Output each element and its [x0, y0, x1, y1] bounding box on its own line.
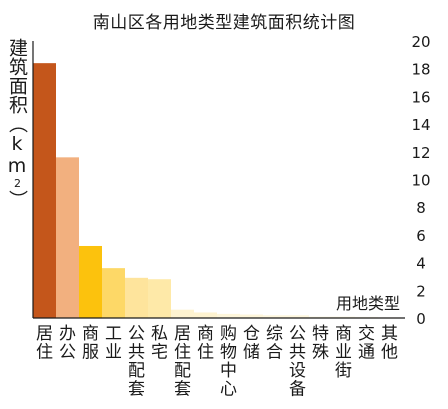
bar-3	[102, 268, 125, 318]
bar-11	[286, 315, 309, 318]
bar-6	[171, 309, 194, 318]
x-tick-label-13: 商业街	[335, 324, 352, 381]
bar-0	[33, 63, 56, 318]
y-tick-label-7: 14	[411, 116, 430, 134]
bar-4	[125, 277, 148, 318]
x-tick-label-0: 居住	[36, 324, 53, 363]
x-tick-label-10: 综合	[266, 324, 283, 363]
x-tick-label-7: 商住	[197, 324, 214, 363]
x-tick-label-1: 办公	[59, 324, 76, 363]
x-tick-label-12: 特殊	[312, 324, 329, 363]
y-axis-label-tail: ）	[6, 190, 28, 209]
bar-2	[79, 245, 102, 318]
x-tick-label-15: 其他	[381, 324, 398, 363]
x-tick-label-9: 仓储	[243, 324, 260, 363]
y-tick-label-5: 10	[411, 172, 430, 190]
x-tick-label-5: 私宅	[151, 324, 168, 363]
y-axis-label: 建筑面积（km2）	[4, 38, 28, 209]
bar-9	[240, 314, 263, 318]
y-tick-label-0: 0	[416, 310, 426, 328]
x-tick-label-11: 公共设备	[289, 324, 306, 400]
y-axis-label-main: 建筑面积（km	[6, 38, 28, 177]
y-tick-label-1: 2	[416, 282, 426, 300]
bar-1	[56, 157, 79, 318]
bar-10	[263, 315, 286, 318]
x-tick-label-3: 工业	[105, 324, 122, 363]
y-tick-label-3: 6	[416, 227, 426, 245]
y-tick-label-8: 16	[411, 88, 430, 106]
x-tick-label-4: 公共配套	[128, 324, 145, 400]
x-tick-label-14: 交通	[358, 324, 375, 363]
bar-5	[148, 279, 171, 318]
y-tick-label-9: 18	[411, 61, 430, 79]
y-tick-label-6: 12	[411, 144, 430, 162]
bar-8	[217, 313, 240, 318]
x-tick-label-8: 购物中心	[220, 324, 237, 400]
bar-13	[332, 316, 355, 318]
x-tick-label-2: 商服	[82, 324, 99, 363]
y-axis-label-sup: 2	[11, 177, 24, 190]
y-tick-label-4: 8	[416, 199, 426, 217]
bar-7	[194, 312, 217, 318]
x-axis-title: 用地类型	[336, 294, 400, 313]
y-tick-label-2: 4	[416, 255, 426, 273]
bar-12	[309, 316, 332, 318]
chart-title: 南山区各用地类型建筑面积统计图	[92, 13, 356, 33]
x-tick-label-6: 居住配套	[174, 324, 191, 400]
y-tick-label-10: 20	[411, 33, 430, 51]
